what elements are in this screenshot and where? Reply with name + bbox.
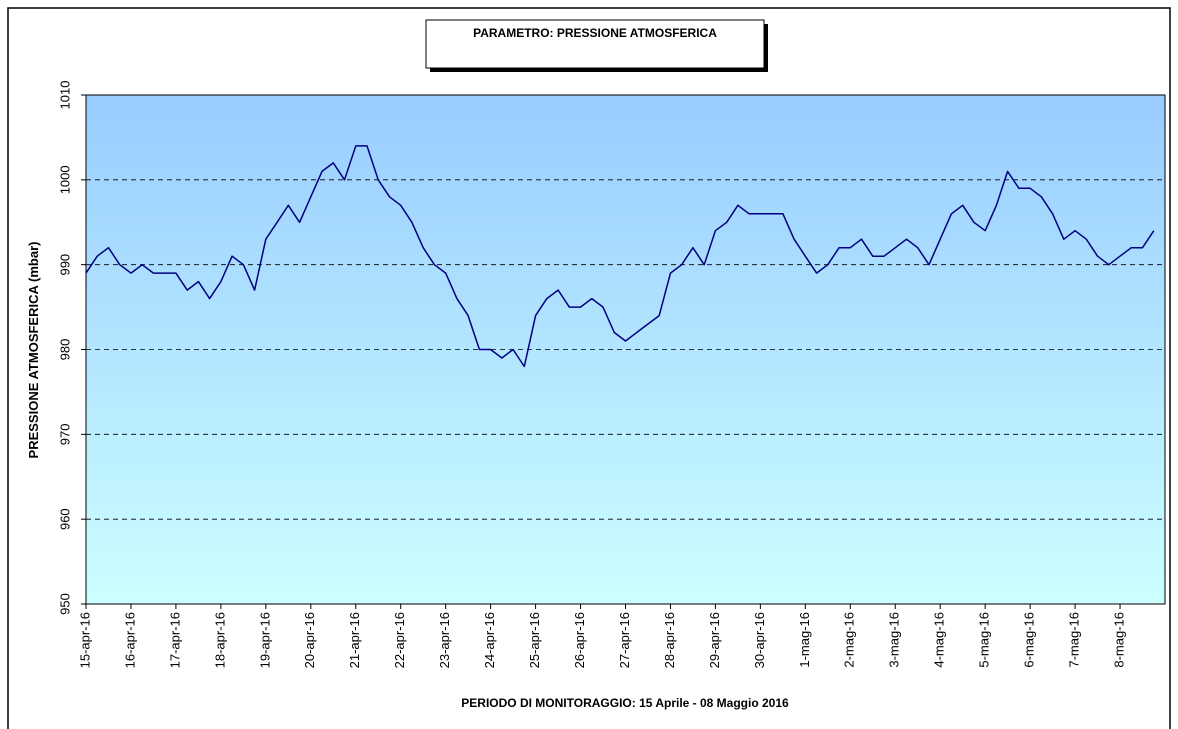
plot-area [85, 94, 1166, 605]
x-tick-label: 26-apr-16 [572, 612, 587, 668]
x-tick-label: 27-apr-16 [617, 612, 632, 668]
y-tick-label: 960 [57, 508, 72, 530]
x-tick-label: 1-mag-16 [797, 612, 812, 668]
x-tick-label: 30-apr-16 [752, 612, 767, 668]
x-tick-label: 5-mag-16 [977, 612, 992, 668]
x-tick-label: 24-apr-16 [482, 612, 497, 668]
y-tick-label: 950 [57, 593, 72, 615]
x-tick-label: 6-mag-16 [1022, 612, 1037, 668]
x-tick-label: 21-apr-16 [347, 612, 362, 668]
y-tick-label: 970 [57, 423, 72, 445]
x-tick-label: 18-apr-16 [212, 612, 227, 668]
x-tick-label: 20-apr-16 [302, 612, 317, 668]
x-tick-label: 28-apr-16 [662, 612, 677, 668]
x-tick-label: 25-apr-16 [527, 612, 542, 668]
title-box [425, 19, 765, 69]
y-tick-label: 1000 [57, 165, 72, 194]
x-tick-label: 23-apr-16 [437, 612, 452, 668]
y-tick-label: 990 [57, 254, 72, 276]
x-tick-label: 17-apr-16 [167, 612, 182, 668]
chart-title: PARAMETRO: PRESSIONE ATMOSFERICA [473, 26, 717, 40]
x-tick-label: 4-mag-16 [932, 612, 947, 668]
x-tick-label: 29-apr-16 [707, 612, 722, 668]
x-axis-label: PERIODO DI MONITORAGGIO: 15 Aprile - 08 … [461, 696, 789, 710]
x-tick-label: 22-apr-16 [392, 612, 407, 668]
x-tick-label: 8-mag-16 [1111, 612, 1126, 668]
x-tick-label: 7-mag-16 [1067, 612, 1082, 668]
line-series [85, 145, 1155, 368]
x-tick-label: 3-mag-16 [887, 612, 902, 668]
y-axis-label: PRESSIONE ATMOSFERICA (mbar) [26, 242, 41, 459]
x-tick-label: 2-mag-16 [842, 612, 857, 668]
x-tick-label: 15-apr-16 [77, 612, 92, 668]
x-tick-label: 16-apr-16 [122, 612, 137, 668]
y-tick-label: 1010 [57, 81, 72, 110]
x-tick-label: 19-apr-16 [257, 612, 272, 668]
y-tick-label: 980 [57, 339, 72, 361]
